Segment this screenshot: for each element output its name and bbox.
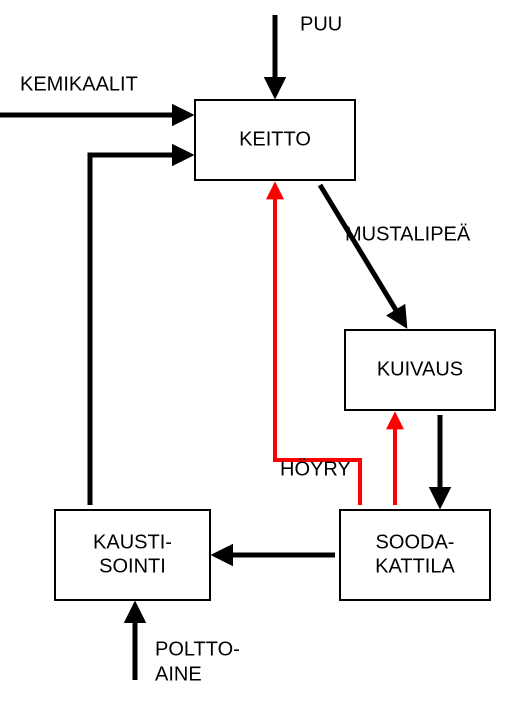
node-sooda-label1: SOODA- xyxy=(376,531,455,553)
label-puu: PUU xyxy=(300,13,342,35)
node-kuivaus: KUIVAUS xyxy=(345,330,495,410)
node-kuivaus-label: KUIVAUS xyxy=(377,358,463,380)
node-keitto: KEITTO xyxy=(195,100,355,180)
node-kausti-label1: KAUSTI- xyxy=(93,531,172,553)
label-poltto1: POLTTO- xyxy=(155,638,240,660)
node-kausti: KAUSTI-SOINTI xyxy=(55,510,210,600)
label-mustalipea: MUSTALIPEÄ xyxy=(345,223,471,245)
arrow-kausti-keitto xyxy=(90,155,190,505)
label-poltto2: AINE xyxy=(155,663,202,685)
label-hoyry: HÖYRY xyxy=(280,458,351,480)
node-sooda: SOODA-KATTILA xyxy=(340,510,490,600)
node-sooda-label2: KATTILA xyxy=(375,555,455,577)
arrow-keitto-kuivaus xyxy=(320,185,405,325)
node-keitto-label: KEITTO xyxy=(239,128,311,150)
flowchart: KEITTOKUIVAUSSOODA-KATTILAKAUSTI-SOINTI … xyxy=(0,0,525,722)
label-kemikaalit: KEMIKAALIT xyxy=(20,73,138,95)
node-kausti-label2: SOINTI xyxy=(99,555,166,577)
